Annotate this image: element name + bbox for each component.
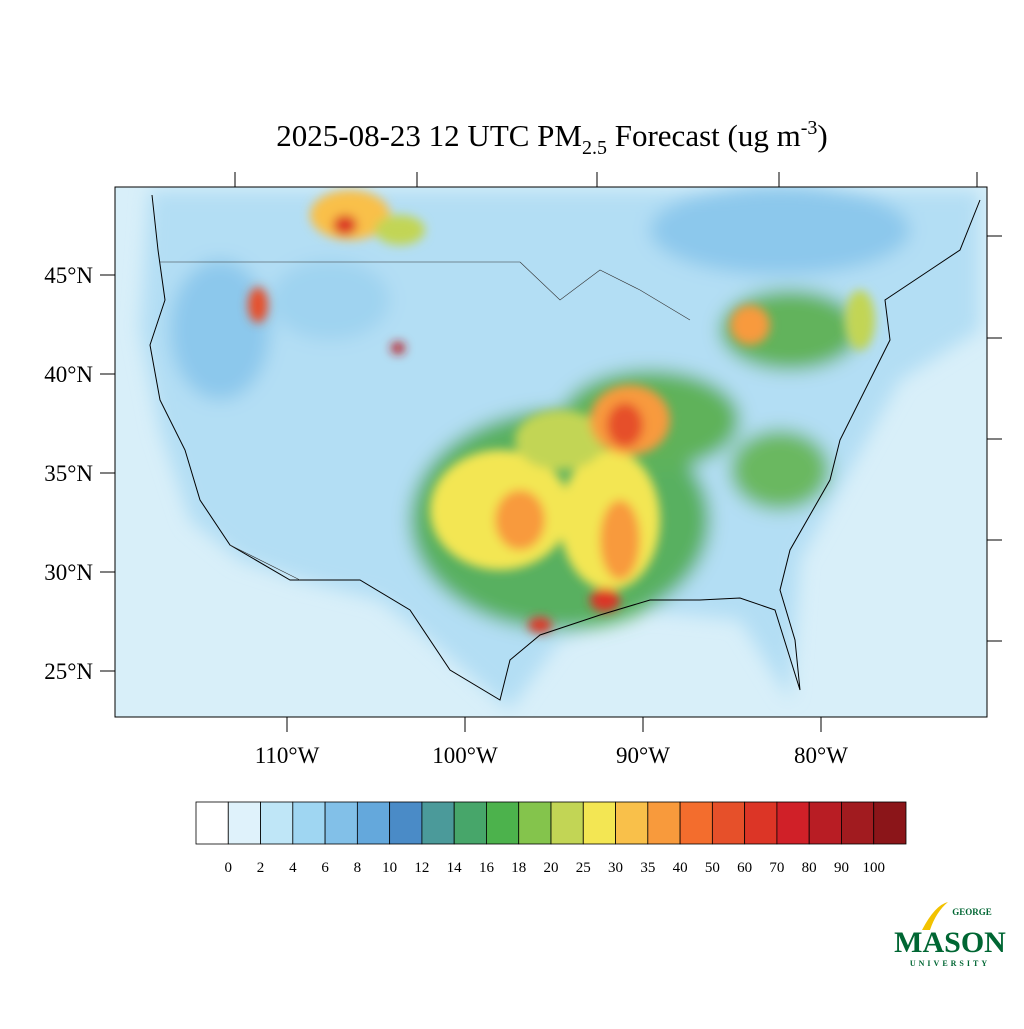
lat-label: 35°N bbox=[44, 461, 93, 486]
level-label: 25 bbox=[576, 860, 591, 876]
title: 2025-08-23 12 UTC PM2.5 Forecast (ug m-3… bbox=[276, 117, 827, 159]
level-label: 10 bbox=[382, 860, 397, 876]
color-box bbox=[873, 801, 907, 845]
title-sup: -3 bbox=[801, 117, 818, 139]
color-box bbox=[808, 801, 842, 845]
lon-label: 90°W bbox=[616, 743, 670, 768]
color-box bbox=[518, 801, 552, 845]
color-box bbox=[389, 801, 423, 845]
frame-ticks bbox=[100, 172, 1002, 732]
colorbar: 0 2 4 6 8 10 12 14 16 18 20 25 30 35 40 50 60 70 80 90 100 bbox=[195, 801, 907, 876]
color-box bbox=[260, 801, 294, 845]
level-label: 70 bbox=[769, 860, 784, 876]
lon-label: 100°W bbox=[432, 743, 498, 768]
logo-name: MASON bbox=[894, 926, 1006, 959]
lon-label: 110°W bbox=[255, 743, 320, 768]
color-box bbox=[615, 801, 649, 845]
level-label: 8 bbox=[354, 860, 362, 876]
color-box bbox=[550, 801, 584, 845]
lat-label: 30°N bbox=[44, 560, 93, 585]
level-label: 50 bbox=[705, 860, 720, 876]
level-label: 6 bbox=[321, 860, 329, 876]
color-box bbox=[776, 801, 810, 845]
map-frame bbox=[114, 186, 988, 718]
level-label: 100 bbox=[862, 860, 885, 876]
color-box bbox=[711, 801, 746, 845]
color-box bbox=[647, 801, 681, 845]
lon-label: 80°W bbox=[794, 743, 848, 768]
level-label: 20 bbox=[544, 860, 559, 876]
color-box bbox=[744, 801, 778, 845]
map-field bbox=[115, 187, 987, 717]
level-label: 2 bbox=[257, 860, 265, 876]
color-box bbox=[679, 801, 713, 845]
level-label: 4 bbox=[289, 860, 297, 876]
level-label: 60 bbox=[737, 860, 752, 876]
level-label: 80 bbox=[802, 860, 817, 876]
lat-label: 40°N bbox=[44, 362, 93, 387]
color-box bbox=[841, 801, 875, 845]
title-end: ) bbox=[817, 118, 827, 153]
color-box bbox=[453, 801, 487, 845]
logo: GEORGE MASON UNIVERSITY bbox=[894, 902, 1006, 968]
logo-bottom: UNIVERSITY bbox=[910, 959, 990, 968]
color-box bbox=[292, 801, 326, 845]
level-label: 90 bbox=[834, 860, 849, 876]
color-box bbox=[356, 801, 391, 845]
color-box bbox=[195, 801, 229, 845]
axis-labels: 45°N 40°N 35°N 30°N 25°N 110°W 100°W 90°W 80°W bbox=[44, 263, 848, 768]
level-label: 16 bbox=[479, 860, 495, 876]
lat-label: 25°N bbox=[44, 659, 93, 684]
color-box bbox=[582, 801, 616, 845]
title-sub: 2.5 bbox=[582, 137, 607, 159]
level-label: 0 bbox=[225, 860, 233, 876]
logo-top: GEORGE bbox=[952, 907, 992, 917]
color-box bbox=[421, 801, 455, 845]
lat-label: 45°N bbox=[44, 263, 93, 288]
title-main: 2025-08-23 12 UTC PM bbox=[276, 118, 582, 153]
level-label: 18 bbox=[511, 860, 526, 876]
level-label: 40 bbox=[673, 860, 688, 876]
level-label: 12 bbox=[414, 860, 429, 876]
color-box bbox=[486, 801, 520, 845]
level-label: 14 bbox=[447, 860, 463, 876]
color-box bbox=[324, 801, 358, 845]
color-box bbox=[227, 801, 261, 845]
level-label: 30 bbox=[608, 860, 623, 876]
level-label: 35 bbox=[640, 860, 655, 876]
title-mid: Forecast (ug m bbox=[607, 118, 801, 153]
